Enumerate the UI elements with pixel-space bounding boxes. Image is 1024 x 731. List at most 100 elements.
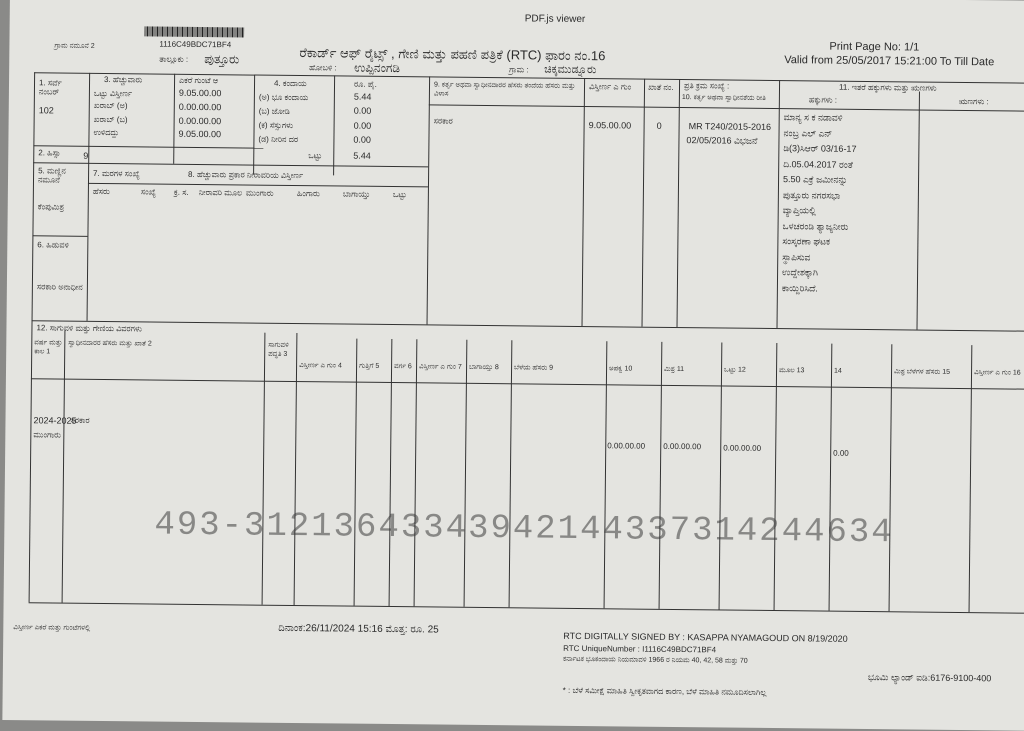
crop-col-header: ಗುತ್ತಿಗೆ 5 <box>359 362 380 370</box>
survey-number: 102 <box>38 105 54 116</box>
hobli: ಉಪ್ಪಿನಂಗಡಿ <box>354 60 401 76</box>
crop-season: ಮುಂಗಾರು <box>33 430 62 440</box>
revenue-total-label: ಒಟ್ಟು <box>308 151 323 161</box>
footer-date: ದಿನಾಂಕ:26/11/2024 15:16 ಮೊತ್ತ: ರೂ. 25 <box>278 622 439 636</box>
rights-line: ಸಂಸ್ಕರಣಾ ಘಟಕ <box>782 236 831 247</box>
mode-label: 10. ಕರ್ತೃ ಅಥವಾ ಸ್ವಾಧೀನತೆಯ ರೀತಿ <box>681 94 766 102</box>
revenue-row-label: (ಬ) ಜೋಡಿ <box>258 106 290 116</box>
crop-c12: 0.00.00.00 <box>723 443 762 453</box>
crop-holder: ಸರಕಾರ <box>70 415 90 425</box>
bhoomi-land-id: ಭೂಮಿ ಲ್ಯಾಂಡ್ ಐಡಿ:6176-9100-400 <box>867 672 992 684</box>
soil-type: ಕೆಂಪುಮಿಶ್ರ <box>37 202 65 212</box>
revenue-row-label: (ಅ) ಭೂ ಕಂದಾಯ <box>258 92 309 103</box>
revenue-header: ರೂ. ಪೈ. <box>353 79 377 89</box>
crop-col-header: ವರ್ಗ 6 <box>394 363 412 371</box>
taluk-label: ತಾಲ್ಲೂಕು : <box>159 54 189 64</box>
revenue-row-label: (ಡ) ನೀರಿನ ದರ <box>258 134 299 145</box>
crop-col-header: ವಿಸ್ತೀರ್ಣ ಎ ಗುಂ 4 <box>299 362 342 370</box>
extent-row-label: ಖರಾಬ್ (ಅ) <box>93 100 128 111</box>
rights-line: ವ್ಯಾಪ್ತಿಯಲ್ಲಿ <box>782 205 816 216</box>
village-label: ಗ್ರಾಮ : <box>509 65 529 75</box>
rule-reference: ಕರ್ನಾಟಕ ಭೂಕಂದಾಯ ನಿಯಮಾವಳಿ 1966 ರ ನಿಯಮ 40,… <box>562 655 748 665</box>
revenue-value: 0.00 <box>353 120 372 131</box>
rights-text: ಮಾನ್ಯ ಸ ಕ ನಡಾವಳಿ ನಂಬ್ರ ಎಲ್ ಎನ್ ಡಿ(3)ಸಿಆರ್ … <box>782 110 857 297</box>
crop-col-header: ಸಾಗುವಳಿ ಪದ್ಧತಿ 3 <box>268 341 289 358</box>
col-header: ಹಿಂಗಾರು <box>296 189 320 199</box>
tenure-label: 6. ಹಿಡುವಳಿ <box>37 240 69 250</box>
unique-number: RTC UniqueNumber : I1116C49BDC71BF4 <box>563 643 717 655</box>
khata-label: ಖಾತೆ ನಂ. <box>647 82 674 92</box>
extent-value: 9.05.00.00 <box>178 87 222 99</box>
col-header: ಸಂಖ್ಯೆ <box>140 187 156 197</box>
owner-area: 9.05.00.00 <box>588 120 632 131</box>
col-header: ಕ್ರ. ಸ. <box>173 187 189 197</box>
owner-name: ಸರಕಾರ <box>433 116 453 126</box>
extent-row-label: ಒಟ್ಟು ವಿಸ್ತೀರ್ಣ <box>93 88 133 99</box>
taluk: ಪುತ್ತೂರು <box>204 52 240 67</box>
mode-line: MR T240/2015-2016 <box>688 121 772 132</box>
crop-col-header: ಮೂಲ 13 <box>779 367 805 375</box>
crop-c10: 0.00.00.00 <box>607 441 646 451</box>
rights-line: ಮಾನ್ಯ ಸ ಕ ನಡಾವಳಿ <box>783 112 843 123</box>
crop-c14: 0.00 <box>833 448 849 458</box>
revenue-value: 5.44 <box>353 91 372 102</box>
village: ಚಿಕ್ಕಮುಡ್ನೂರು <box>544 63 597 77</box>
mode-line: 02/05/2016 ವಿಭಜನೆ <box>686 135 758 146</box>
document-title: ರೆಕಾರ್ಡ್ ಆಫ್ ರೈಟ್ಸ್ , ಗೇಣಿ ಮತ್ತು ಪಹಣಿ ಪತ… <box>299 45 606 64</box>
owner-area-label: ವಿಸ್ತೀರ್ಣ ಎ ಗುಂ <box>588 82 632 92</box>
rights-label: ಹಕ್ಕುಗಳು : <box>808 95 838 105</box>
validity: Valid from 25/05/2017 15:21:00 To Till D… <box>784 54 995 69</box>
col-header: ನೀರಾವರಿ ಮೂಲ <box>198 187 243 198</box>
footer-note-left: ವಿಸ್ತೀರ್ಣ ಎಕರೆ ಮತ್ತು ಗುಂಟೆಗಳಲ್ಲಿ <box>13 624 91 632</box>
revenue-value: 0.00 <box>353 105 372 116</box>
serial-label: ಪ್ರತಿ ಕ್ರಮ ಸಂಖ್ಯೆ : <box>683 81 730 91</box>
rights-line: 5.50 ಎಕ್ರೆ ಜಮೀನನ್ನು <box>783 174 848 185</box>
rights-line: ಒಳಚರಂಡಿ ತ್ಯಾಜ್ಯನೀರು <box>782 220 849 232</box>
col-header: ಒಟ್ಟು <box>392 190 407 200</box>
viewer-title: PDF.js viewer <box>524 13 586 26</box>
crops-header: ವರ್ಷ ಮತ್ತು ಕಾಲ 1 ಸ್ವಾಧೀನದಾರರ ಹೆಸರು ಮತ್ತು … <box>10 0 1024 376</box>
hissa-number: 9 <box>83 150 89 161</box>
rights-line: ದಿ.05.04.2017 ರಂತೆ <box>783 158 854 170</box>
khata-number: 0 <box>656 120 662 131</box>
crop-col-header: ಬೆಳೆಯ ಹೆಸರು 9 <box>514 364 554 372</box>
col-header: ಮುಂಗಾರು <box>245 188 274 198</box>
extent-value: 9.05.00.00 <box>178 128 222 140</box>
watermark-number: 493-31213643343942144337314244634 <box>154 506 894 553</box>
trees-label: 7. ಮರಗಳ ಸಂಖ್ಯೆ <box>93 168 140 179</box>
revenue-value: 0.00 <box>353 134 372 145</box>
crop-col-header: ವಿಸ್ತೀರ್ಣ ಎ ಗುಂ 16 <box>974 369 1021 377</box>
barcode <box>144 26 245 38</box>
hissa-label: 2. ಹಿಸ್ಸಾ <box>38 148 61 158</box>
crop-col-header: ಬಾಗಾಯ್ತು 8 <box>469 363 499 372</box>
rights-line: ಕಾಯ್ದಿರಿಸಿದೆ. <box>781 282 818 293</box>
crop-col-header: ಅಪಕ್ವ 10 <box>609 365 633 373</box>
liabilities-label: ಋಣಗಳು : <box>958 96 989 107</box>
crop-col-header: ವರ್ಷ ಮತ್ತು ಕಾಲ 1 <box>34 339 63 356</box>
barcode-id: 1116C49BDC71BF4 <box>159 39 232 50</box>
crop-col-header: ಮಿಶ್ರ ಬೆಳೆಗಳ ಹೆಸರು 15 <box>894 368 951 376</box>
tenure: ಸರಕಾರಿ ಅನಾಧೀನ <box>36 282 83 292</box>
crop-col-header: ಸ್ವಾಧೀನದಾರರ ಹೆಸರು ಮತ್ತು ಖಾತೆ 2 <box>68 339 152 348</box>
extent-row-label: ಖರಾಬ್ (ಬ) <box>93 114 128 125</box>
hobli-label: ಹೋಬಳಿ : <box>309 63 337 73</box>
extent-value: 0.00.00.00 <box>178 115 222 127</box>
crop-col-header: ಮಿಶ್ರ 11 <box>664 365 685 374</box>
rights-line: ಸ್ಥಾಪಿಸುವ <box>782 251 811 262</box>
rights-line: ಡಿ(3)ಸಿಆರ್ 03/16-17 <box>783 143 857 154</box>
rights-line: ಪುತ್ತೂರು ನಗರಸಭಾ <box>782 189 841 201</box>
rights-line: ಉದ್ದೇಶಕ್ಕಾಗಿ <box>782 267 818 278</box>
digital-signature: RTC DIGITALLY SIGNED BY : KASAPPA NYAMAG… <box>563 630 848 644</box>
owner-label: 9. ಕರ್ತೃ ಅಥವಾ ಸ್ವಾಧೀನದಾರರ ಹೆಸರು ತಂದೆಯ ಹೆ… <box>433 81 576 98</box>
print-page: Print Page No: 1/1 <box>829 40 920 54</box>
survey-label: 1. ಸರ್ವೆ ನಂಬರ್ <box>38 78 62 97</box>
extent-value: 0.00.00.00 <box>178 101 222 113</box>
rights-line: ನಂಬ್ರ ಎಲ್ ಎನ್ <box>783 127 833 139</box>
revenue-label: 4. ಕಂದಾಯ <box>273 78 307 89</box>
soil-label: 5. ಮಣ್ಣಿನ ನಮೂನೆ <box>37 166 66 185</box>
extent-header: ಎಕರೆ ಗುಂಟೆ ಆ <box>179 75 219 86</box>
crop-col-header: ಒಟ್ಟು 12 <box>724 366 746 374</box>
crop-col-header: ವಿಸ್ತೀರ್ಣ ಎ ಗುಂ 7 <box>419 363 462 371</box>
crops-label: 12. ಸಾಗುವಳಿ ಮತ್ತು ಗೇಣಿಯ ವಿವರಗಳು <box>36 323 142 334</box>
